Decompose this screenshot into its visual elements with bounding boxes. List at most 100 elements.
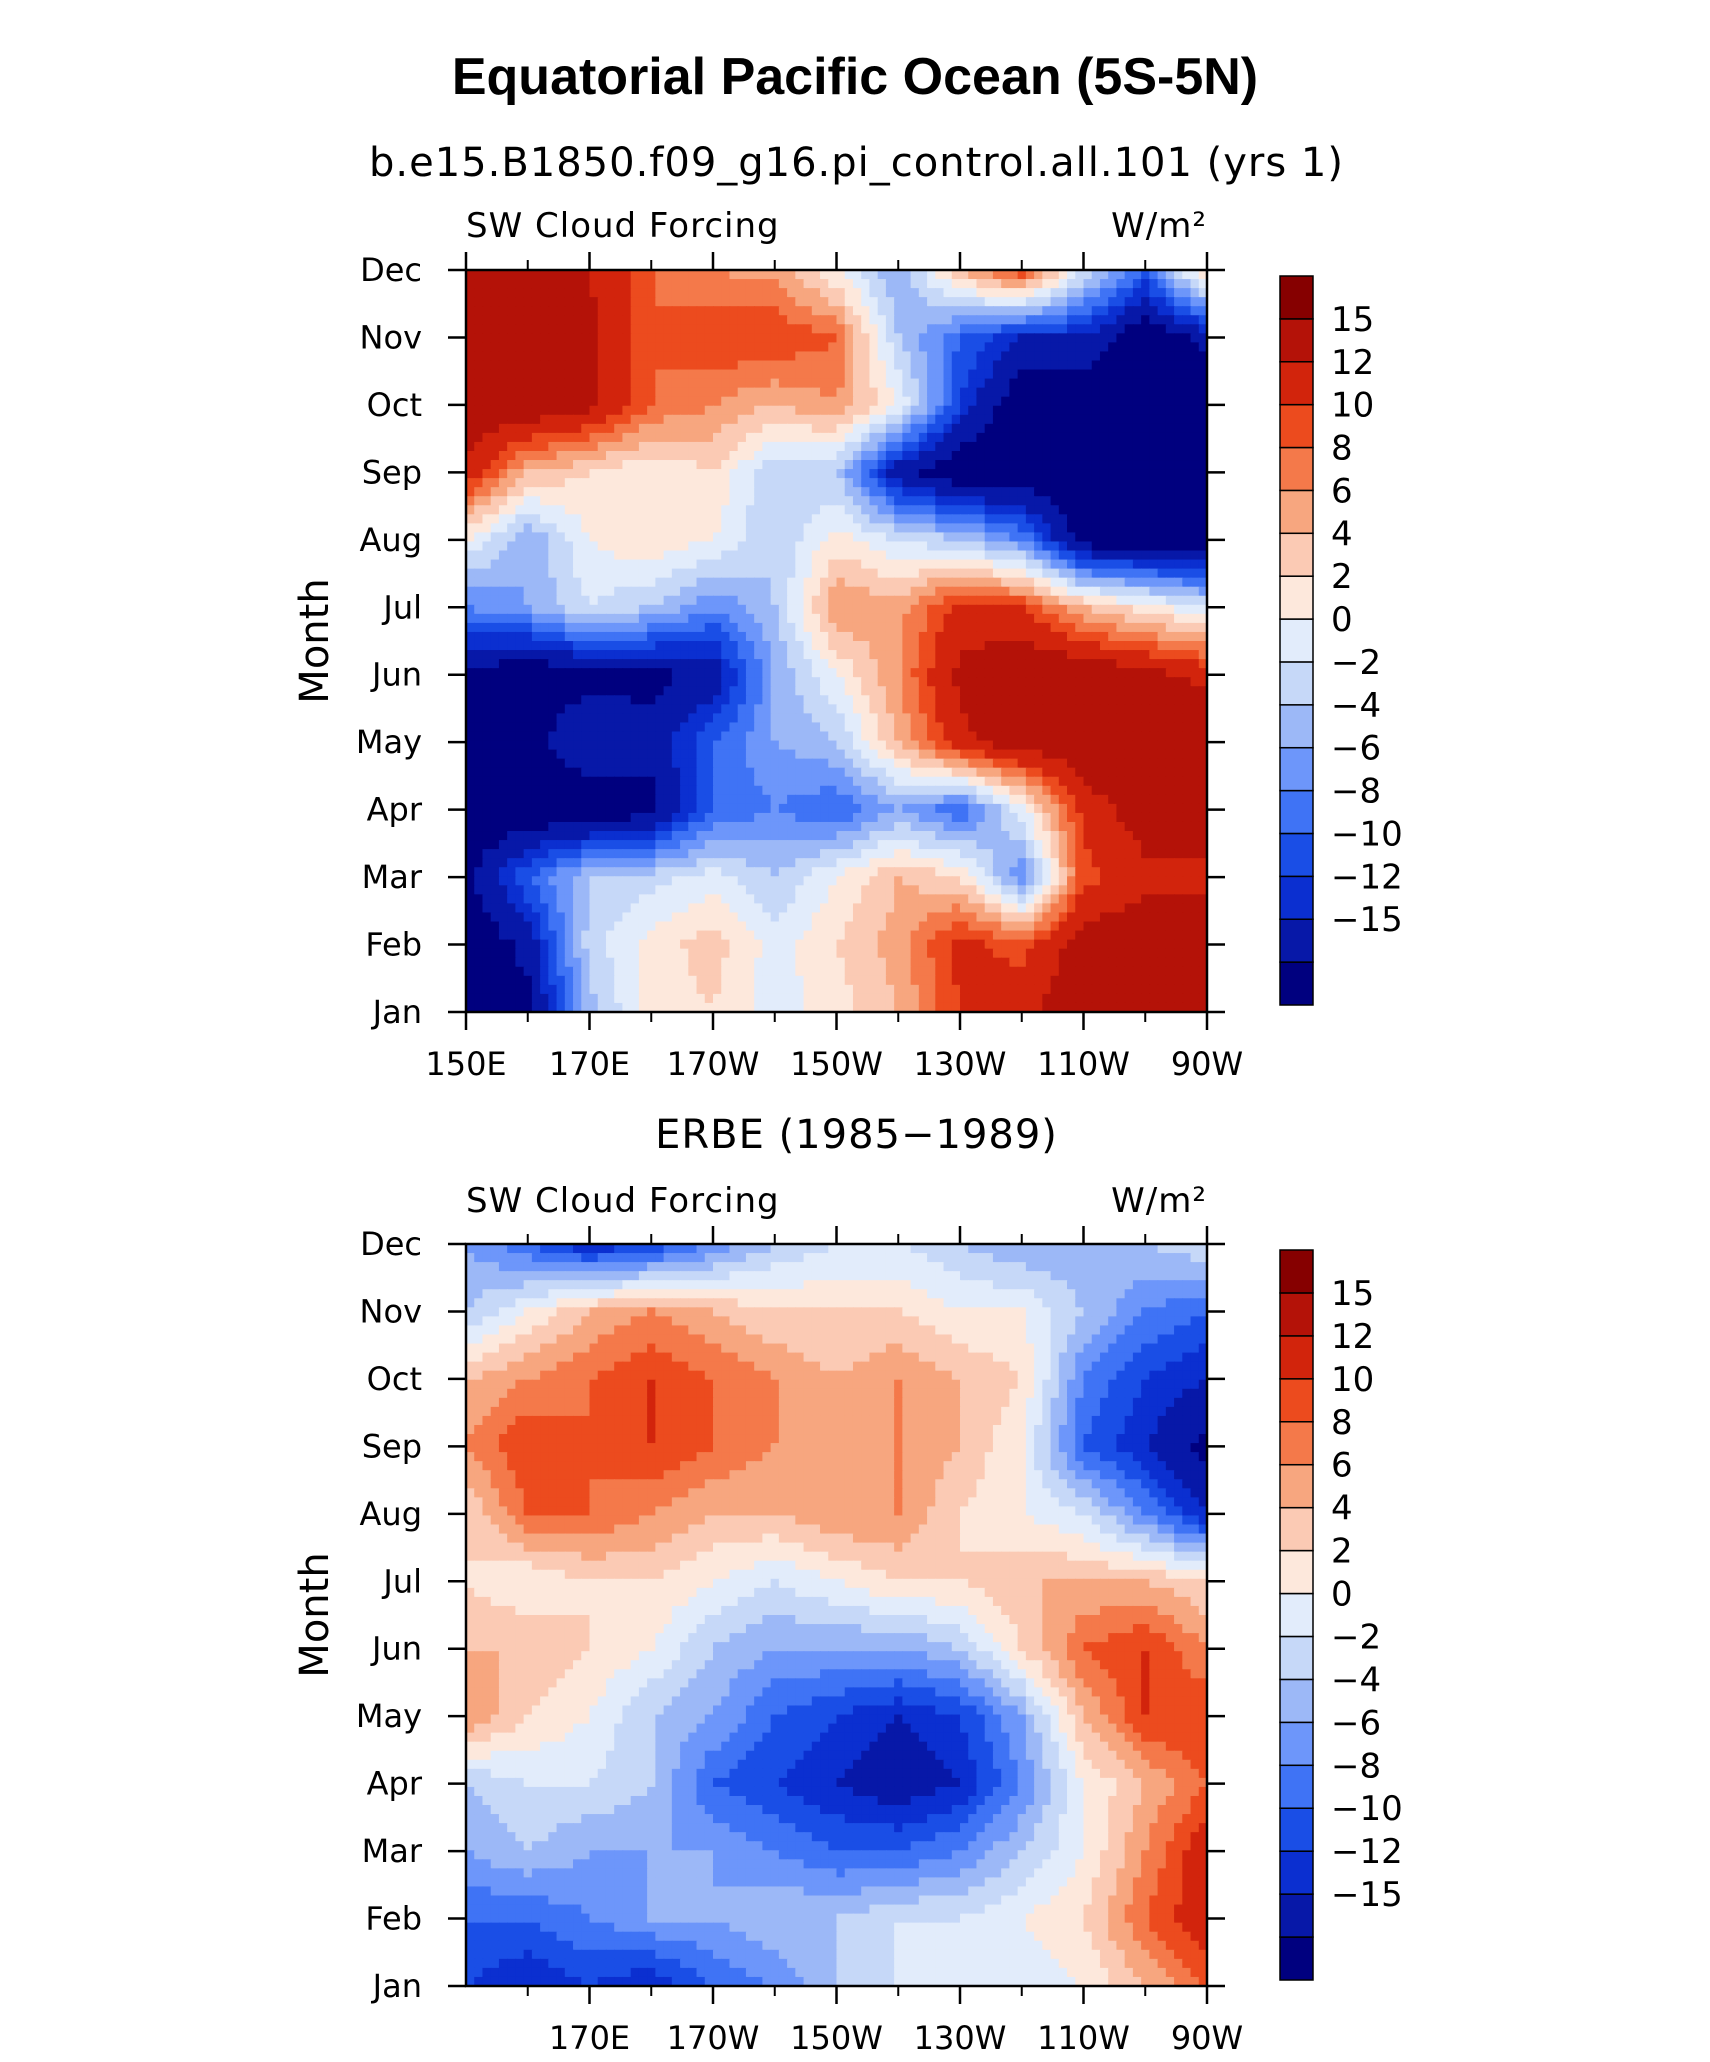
heat-cell (1058, 586, 1068, 597)
heat-cell (770, 387, 780, 398)
heat-cell (754, 279, 764, 289)
heat-cell (778, 306, 788, 317)
heat-cell (1067, 460, 1077, 470)
heat-cell (762, 396, 772, 407)
heat-cell (894, 704, 904, 715)
heat-cell (721, 414, 731, 425)
heat-cell (663, 351, 673, 362)
heat-cell (951, 460, 961, 470)
heat-cell (663, 270, 673, 280)
heat-cell (1050, 487, 1060, 498)
heat-cell (597, 577, 607, 588)
heat-cell (803, 369, 813, 380)
heat-cell (540, 432, 550, 443)
heat-cell (1149, 641, 1159, 651)
heat-cell (540, 758, 550, 769)
heat-cell (523, 704, 533, 715)
heat-cell (754, 378, 764, 389)
heat-cell (1091, 360, 1101, 371)
heat-cell (951, 315, 961, 326)
heat-cell (992, 677, 1002, 688)
heat-cell (869, 405, 879, 416)
heat-cell (935, 487, 945, 498)
heat-cell (573, 523, 583, 534)
heat-cell (828, 369, 838, 380)
heat-cell (770, 695, 780, 706)
heat-cell (1124, 659, 1134, 669)
heat-cell (844, 740, 854, 751)
heat-cell (474, 333, 484, 344)
heat-cell (976, 523, 986, 534)
heat-cell (861, 713, 871, 724)
heat-cell (1116, 487, 1126, 498)
heat-cell (844, 704, 854, 715)
heat-cell (1198, 704, 1207, 715)
heat-cell (1058, 441, 1068, 452)
heat-cell (540, 613, 550, 624)
heat-cell (960, 396, 970, 407)
heat-cell (647, 550, 657, 561)
heat-cell (466, 668, 476, 678)
heat-cell (548, 270, 558, 280)
heat-cell (597, 622, 607, 633)
heat-cell (1091, 740, 1101, 751)
heat-cell (927, 423, 937, 434)
heat-cell (1034, 514, 1044, 525)
heat-cell (803, 568, 813, 579)
heat-cell (1025, 315, 1035, 326)
heat-cell (630, 541, 640, 552)
heat-cell (836, 722, 846, 733)
heat-cell (852, 333, 862, 344)
heat-cell (828, 677, 838, 688)
heat-cell (663, 523, 673, 534)
heat-cell (589, 478, 599, 488)
heat-cell (820, 469, 830, 479)
heat-cell (910, 387, 920, 398)
heat-cell (1058, 496, 1068, 507)
heat-cell (1075, 270, 1085, 280)
heat-cell (622, 722, 632, 733)
heat-cell (1116, 740, 1126, 751)
heat-cell (1132, 460, 1142, 470)
heat-cell (754, 767, 764, 778)
heat-cell (1050, 659, 1060, 669)
heat-cell (745, 306, 755, 317)
heat-cell (861, 613, 871, 624)
heat-cell (951, 722, 961, 733)
heat-cell (803, 631, 813, 642)
heat-cell (852, 695, 862, 706)
heat-cell (787, 324, 797, 335)
heat-cell (523, 767, 533, 778)
heat-cell (1025, 668, 1035, 678)
heat-cell (482, 550, 492, 561)
heat-cell (803, 478, 813, 488)
heat-cell (861, 559, 871, 570)
heat-cell (688, 496, 698, 507)
heat-cell (877, 722, 887, 733)
heat-cell (663, 288, 673, 298)
heat-cell (466, 550, 476, 561)
heat-cell (927, 387, 937, 398)
heat-cell (902, 432, 912, 443)
heat-cell (713, 333, 723, 344)
heat-cell (713, 740, 723, 751)
heat-cell (778, 631, 788, 642)
heat-cell (861, 758, 871, 769)
heat-cell (556, 613, 566, 624)
heat-cell (515, 496, 525, 507)
heat-cell (721, 722, 731, 733)
heat-cell (1075, 469, 1085, 479)
heat-cell (1132, 315, 1142, 326)
heat-cell (589, 577, 599, 588)
heat-cell (704, 315, 714, 326)
heat-cell (885, 704, 895, 715)
heat-cell (778, 550, 788, 561)
heat-cell (918, 677, 928, 688)
heat-cell (1174, 378, 1184, 389)
heat-cell (1001, 279, 1011, 289)
heat-cell (1042, 460, 1052, 470)
heat-cell (836, 360, 846, 371)
heat-cell (688, 659, 698, 669)
heat-cell (1116, 360, 1126, 371)
heat-cell (466, 622, 476, 633)
